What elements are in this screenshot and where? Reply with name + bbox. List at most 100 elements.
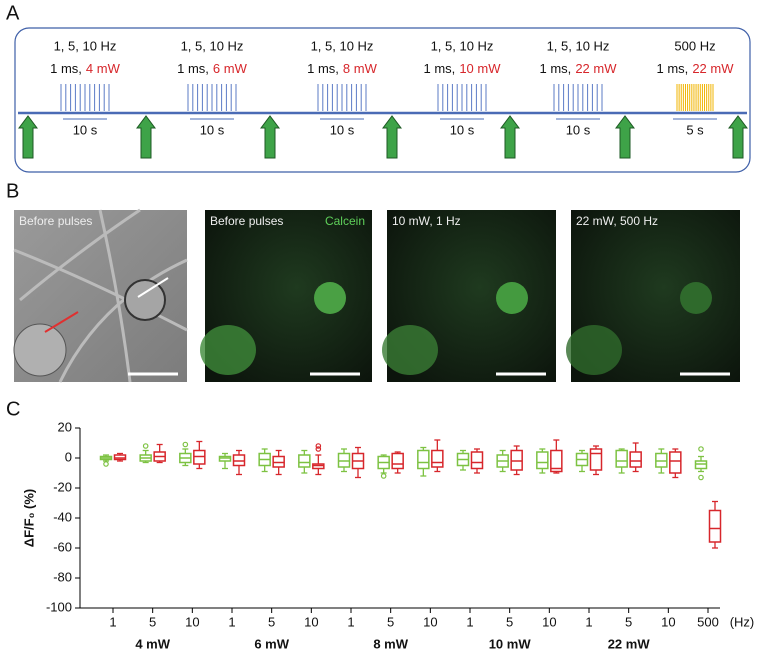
cell xyxy=(496,282,528,314)
interval: 10 s xyxy=(200,122,225,137)
panel-label: C xyxy=(6,398,20,420)
cell xyxy=(124,279,166,321)
pulse-params: 1 ms, 6 mW xyxy=(177,61,247,76)
frequency: 1, 5, 10 Hz xyxy=(54,38,117,53)
outlier xyxy=(142,443,149,449)
interval: 10 s xyxy=(450,122,475,137)
outlier xyxy=(182,441,189,448)
image-caption: 22 mW, 500 Hz xyxy=(576,214,658,228)
group-label: 6 mW xyxy=(254,636,289,651)
box xyxy=(298,454,311,468)
cell xyxy=(566,325,622,375)
frequency: 1, 5, 10 Hz xyxy=(311,38,374,53)
x-tick-label: 10 xyxy=(185,614,199,629)
stain-label: Calcein xyxy=(325,214,365,228)
group-label: 4 mW xyxy=(135,636,170,651)
panel-label: B xyxy=(6,180,19,202)
neurites xyxy=(13,208,188,383)
pulse-params: 1 ms, 10 mW xyxy=(424,61,502,76)
box xyxy=(708,509,722,543)
red-arrow xyxy=(44,311,79,333)
y-tick-label: -100 xyxy=(46,599,72,614)
power: 8 mW xyxy=(343,61,378,76)
pulse-params: 1 ms, 22 mW xyxy=(657,61,735,76)
imaging-arrow xyxy=(500,115,520,159)
box xyxy=(536,451,549,470)
imaging-arrow xyxy=(728,115,748,159)
group-label: 22 mW xyxy=(608,636,651,651)
y-tick-label: 20 xyxy=(58,419,72,434)
power: 6 mW xyxy=(213,61,248,76)
x-tick-label: 5 xyxy=(506,614,513,629)
outlier xyxy=(103,461,109,467)
duration: 1 ms, xyxy=(540,61,572,76)
duration: 1 ms, xyxy=(177,61,209,76)
frequency: 1, 5, 10 Hz xyxy=(547,38,610,53)
outlier xyxy=(698,446,704,452)
power: 4 mW xyxy=(86,61,121,76)
pulse-params: 1 ms, 22 mW xyxy=(540,61,618,76)
cell xyxy=(680,282,712,314)
cell xyxy=(13,323,67,377)
duration: 1 ms, xyxy=(424,61,456,76)
x-tick-label: 10 xyxy=(661,614,675,629)
imaging-arrow xyxy=(382,115,402,159)
power: 22 mW xyxy=(692,61,734,76)
white-arrow xyxy=(137,277,169,298)
interval: 5 s xyxy=(686,122,704,137)
imaging-arrow xyxy=(136,115,156,159)
interval: 10 s xyxy=(73,122,98,137)
image-caption: 10 mW, 1 Hz xyxy=(392,214,461,228)
cell xyxy=(314,282,346,314)
imaging-arrow xyxy=(18,115,38,159)
y-tick-label: 0 xyxy=(65,449,72,464)
protocol-frame xyxy=(14,27,751,173)
y-tick-label: -20 xyxy=(53,479,72,494)
box xyxy=(615,449,628,468)
pulse-params: 1 ms, 8 mW xyxy=(307,61,377,76)
x-tick-label: 5 xyxy=(149,614,156,629)
box xyxy=(550,449,563,473)
box xyxy=(669,451,682,474)
box xyxy=(589,448,603,471)
duration: 1 ms, xyxy=(50,61,82,76)
x-tick-label: 5 xyxy=(387,614,394,629)
image-row xyxy=(13,208,740,383)
y-tick-label: -60 xyxy=(53,539,72,554)
image-caption: Before pulses xyxy=(210,214,283,228)
x-tick-label: 10 xyxy=(423,614,437,629)
frequency: 500 Hz xyxy=(674,38,715,53)
x-tick-label: 10 xyxy=(542,614,556,629)
group-label: 8 mW xyxy=(373,636,408,651)
box xyxy=(391,452,404,470)
outlier xyxy=(315,443,322,449)
box xyxy=(431,449,444,468)
outlier xyxy=(380,473,387,479)
power: 22 mW xyxy=(575,61,617,76)
x-tick-label: 1 xyxy=(228,614,235,629)
group-label: 10 mW xyxy=(489,636,532,651)
x-unit: (Hz) xyxy=(730,614,755,629)
pulse-params: 1 ms, 4 mW xyxy=(50,61,120,76)
x-tick-label: 10 xyxy=(304,614,318,629)
x-tick-label: 5 xyxy=(268,614,275,629)
box xyxy=(417,449,430,470)
interval: 10 s xyxy=(566,122,591,137)
x-tick-label: 1 xyxy=(585,614,592,629)
cell xyxy=(382,325,438,375)
outlier xyxy=(315,446,322,452)
power: 10 mW xyxy=(459,61,501,76)
box xyxy=(629,451,642,468)
image-caption: Before pulses xyxy=(19,214,92,228)
y-axis-label: ΔF/F₀ (%) xyxy=(21,489,36,548)
x-tick-label: 5 xyxy=(625,614,632,629)
y-tick-label: -80 xyxy=(53,569,72,584)
imaging-arrow xyxy=(260,115,280,159)
box xyxy=(470,451,484,470)
frequency: 1, 5, 10 Hz xyxy=(181,38,244,53)
x-tick-label: 1 xyxy=(109,614,116,629)
outlier xyxy=(698,474,704,481)
interval: 10 s xyxy=(330,122,355,137)
duration: 1 ms, xyxy=(307,61,339,76)
